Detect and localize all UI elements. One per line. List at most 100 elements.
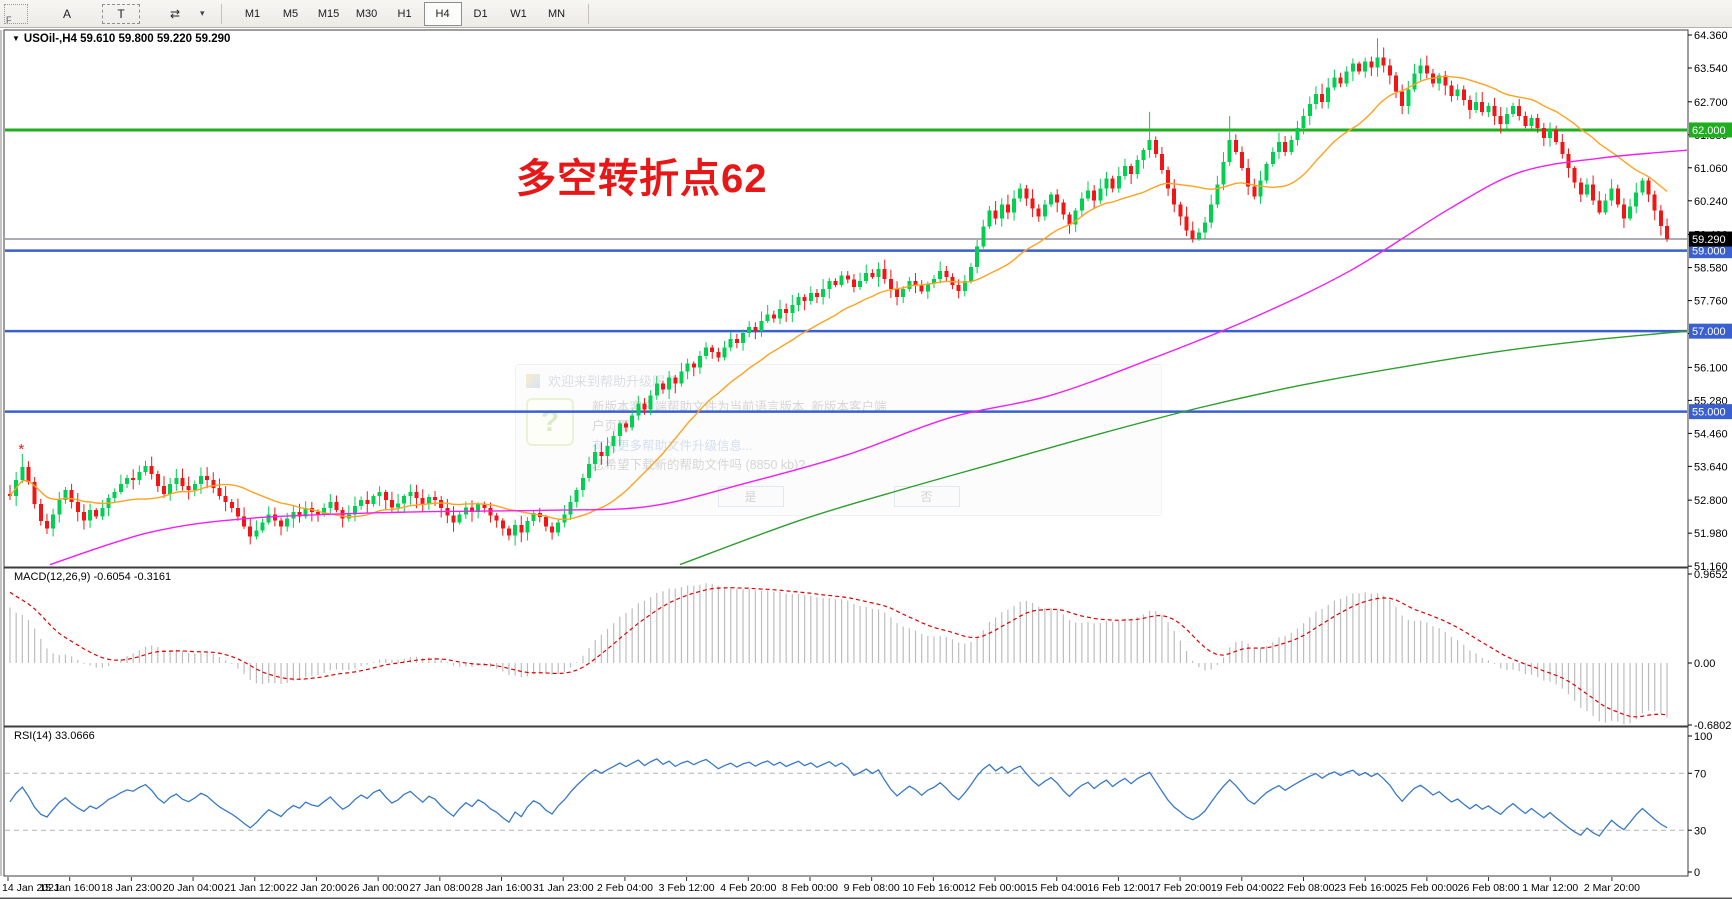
- svg-text:100: 100: [1694, 731, 1712, 743]
- svg-text:25 Feb 00:00: 25 Feb 00:00: [1396, 882, 1458, 894]
- candlesticks: *: [8, 38, 1670, 546]
- svg-text:2 Feb 04:00: 2 Feb 04:00: [597, 882, 653, 894]
- help-dialog-icon: [526, 373, 540, 388]
- svg-text:3 Feb 12:00: 3 Feb 12:00: [659, 882, 715, 894]
- ma-slow-green-line: [679, 330, 1687, 566]
- chart-title: ▼ USOil-,H4 59.610 59.800 59.220 59.290: [12, 33, 231, 45]
- timeframe-button-w1[interactable]: W1: [510, 7, 527, 20]
- svg-text:53.640: 53.640: [1694, 461, 1728, 473]
- toolbar: F A T ⇄ ▾ M1 M5 M15 M30 H1 H4 D1 W1 MN: [0, 0, 1732, 28]
- text-label-tool-button[interactable]: A: [62, 6, 71, 21]
- svg-text:54.460: 54.460: [1694, 428, 1728, 440]
- timeframe-button-m5[interactable]: M5: [282, 7, 299, 20]
- svg-text:60.240: 60.240: [1694, 196, 1728, 208]
- svg-text:15 Jan 16:00: 15 Jan 16:00: [39, 882, 100, 894]
- svg-text:59.000: 59.000: [1692, 246, 1726, 258]
- timeframe-button-m15[interactable]: M15: [317, 7, 340, 20]
- svg-text:10 Feb 16:00: 10 Feb 16:00: [902, 882, 964, 894]
- svg-text:70: 70: [1694, 768, 1706, 780]
- svg-text:8 Feb 00:00: 8 Feb 00:00: [782, 882, 838, 894]
- svg-text:23 Feb 16:00: 23 Feb 16:00: [1334, 882, 1396, 894]
- svg-text:4 Feb 20:00: 4 Feb 20:00: [720, 882, 776, 894]
- svg-text:-0.6802: -0.6802: [1694, 720, 1731, 732]
- svg-text:21 Jan 12:00: 21 Jan 12:00: [224, 882, 285, 894]
- timeframe-button-m1[interactable]: M1: [244, 7, 261, 20]
- svg-text:59.290: 59.290: [1692, 234, 1726, 246]
- svg-text:20 Jan 04:00: 20 Jan 04:00: [163, 882, 224, 894]
- svg-text:26 Feb 08:00: 26 Feb 08:00: [1458, 882, 1520, 894]
- help-dialog-link: 有关更多帮助文件升级信息...: [592, 438, 753, 453]
- help-dialog-question: 您希望下载新的帮助文件吗 (8850 kb)?: [592, 458, 806, 473]
- timeframe-button-d1[interactable]: D1: [473, 7, 488, 20]
- toolbar-separator: [220, 3, 222, 24]
- help-upgrade-dialog-watermark: 欢迎来到帮助升级服务 ? 新版本客户端帮助文件为当前语言版本, 新版本客户端 户…: [515, 364, 1162, 516]
- svg-text:51.160: 51.160: [1694, 561, 1728, 573]
- rsi-pane-border: [3, 726, 1689, 877]
- timeframe-buttons: M1 M5 M15 M30 H1 H4 D1 W1 MN: [234, 1, 576, 26]
- svg-text:0.9652: 0.9652: [1694, 569, 1728, 581]
- timeframe-button-h1[interactable]: H1: [397, 7, 412, 20]
- toolbar-grip-icon[interactable]: F: [4, 3, 28, 25]
- svg-text:22 Feb 08:00: 22 Feb 08:00: [1273, 882, 1335, 894]
- yes-button[interactable]: 是: [717, 485, 784, 507]
- help-dialog-title: 欢迎来到帮助升级服务: [548, 374, 679, 389]
- toolbar-separator: [587, 3, 589, 24]
- svg-text:64.360: 64.360: [1694, 30, 1728, 42]
- price-axis: 64.36063.54062.70061.88061.06060.24059.4…: [1688, 30, 1728, 573]
- svg-text:16 Feb 12:00: 16 Feb 12:00: [1087, 882, 1149, 894]
- svg-text:30: 30: [1694, 825, 1706, 837]
- price-levels: 62.000 59.000 57.000 55.000 59.290: [5, 122, 1732, 420]
- svg-text:57.760: 57.760: [1694, 296, 1728, 308]
- svg-text:14 Jan 2021: 14 Jan 2021: [2, 882, 60, 894]
- svg-text:61.060: 61.060: [1694, 163, 1728, 175]
- svg-text:62.700: 62.700: [1694, 97, 1728, 109]
- arrows-tool-button[interactable]: ⇄: [169, 6, 181, 21]
- macd-axis: 0.9652 0.00 -0.6802: [1688, 569, 1731, 732]
- svg-text:58.580: 58.580: [1694, 263, 1728, 275]
- rsi-plot: [5, 758, 1687, 837]
- question-mark-icon: ?: [526, 398, 574, 446]
- macd-plot: [9, 583, 1668, 725]
- svg-text:63.540: 63.540: [1694, 63, 1728, 75]
- svg-text:9 Feb 08:00: 9 Feb 08:00: [844, 882, 900, 894]
- svg-text:51.980: 51.980: [1694, 528, 1728, 540]
- text-box-tool-button[interactable]: T: [102, 3, 140, 24]
- svg-text:0: 0: [1694, 867, 1700, 879]
- svg-text:15 Feb 04:00: 15 Feb 04:00: [1026, 882, 1088, 894]
- timeframe-button-m30[interactable]: M30: [355, 7, 378, 20]
- svg-text:26 Jan 00:00: 26 Jan 00:00: [348, 882, 409, 894]
- svg-text:52.800: 52.800: [1694, 495, 1728, 507]
- svg-text:1 Mar 12:00: 1 Mar 12:00: [1522, 882, 1578, 894]
- svg-text:56.100: 56.100: [1694, 362, 1728, 374]
- svg-text:28 Jan 16:00: 28 Jan 16:00: [471, 882, 532, 894]
- svg-text:17 Feb 20:00: 17 Feb 20:00: [1149, 882, 1211, 894]
- svg-text:12 Feb 00:00: 12 Feb 00:00: [964, 882, 1026, 894]
- svg-text:22 Jan 20:00: 22 Jan 20:00: [286, 882, 347, 894]
- svg-text:31 Jan 23:00: 31 Jan 23:00: [533, 882, 594, 894]
- svg-text:0.00: 0.00: [1694, 658, 1715, 670]
- svg-text:19 Feb 04:00: 19 Feb 04:00: [1211, 882, 1273, 894]
- chart-annotation-text: 多空转折点62: [516, 157, 768, 201]
- svg-text:57.000: 57.000: [1692, 326, 1726, 338]
- macd-pane-border: [3, 567, 1689, 727]
- rsi-axis: 100 70 30 0: [1688, 731, 1712, 879]
- main-pane-border: [3, 29, 1689, 568]
- macd-indicator-label: MACD(12,26,9) -0.6054 -0.3161: [14, 571, 172, 583]
- svg-text:62.000: 62.000: [1692, 125, 1726, 137]
- svg-text:18 Jan 23:00: 18 Jan 23:00: [101, 882, 162, 894]
- ma-mid-magenta-line: [49, 149, 1687, 566]
- ma-fast-orange-line: [9, 75, 1668, 521]
- red-asterisk-marker: *: [18, 441, 24, 458]
- triangle-down-icon[interactable]: ▼: [12, 34, 20, 43]
- rsi-indicator-label: RSI(14) 33.0666: [14, 730, 95, 742]
- no-button[interactable]: 否: [893, 485, 960, 507]
- help-dialog-line2: 户页面.: [592, 419, 633, 434]
- chevron-down-icon[interactable]: ▾: [200, 8, 205, 18]
- timeframe-button-mn[interactable]: MN: [547, 7, 566, 20]
- timeframe-button-h4[interactable]: H4: [423, 1, 462, 26]
- svg-text:2 Mar 20:00: 2 Mar 20:00: [1584, 882, 1640, 894]
- svg-text:55.000: 55.000: [1692, 407, 1726, 419]
- svg-text:27 Jan 08:00: 27 Jan 08:00: [409, 882, 470, 894]
